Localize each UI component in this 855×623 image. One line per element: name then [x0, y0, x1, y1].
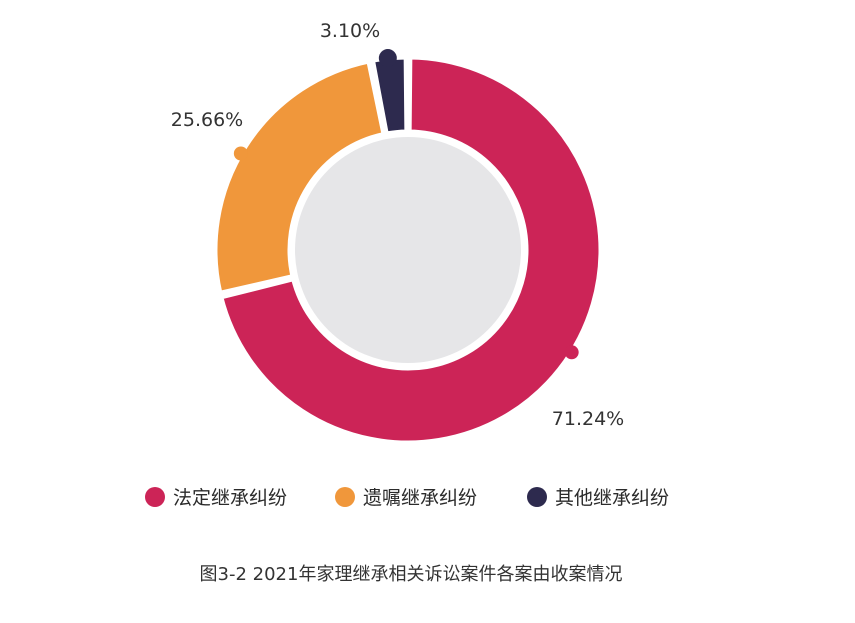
slice-marker-3 [378, 49, 397, 68]
legend: 法定继承纠纷 遗嘱继承纠纷 其他继承纠纷 [145, 487, 669, 509]
legend-swatch [527, 487, 547, 507]
donut-center [295, 137, 521, 363]
data-labels: 71.24% 25.66% 3.10% [171, 20, 624, 430]
legend-swatch [145, 487, 165, 507]
slice-2 [212, 58, 388, 297]
slice-marker-1 [564, 345, 579, 360]
data-label-2: 25.66% [171, 109, 243, 131]
chart-caption: 图3-2 2021年家理继承相关诉讼案件各案由收案情况 [200, 564, 623, 585]
legend-label: 遗嘱继承纠纷 [363, 487, 477, 509]
slice-marker-2 [233, 146, 248, 161]
legend-item-2: 遗嘱继承纠纷 [335, 487, 477, 509]
data-label-3: 3.10% [320, 20, 380, 42]
legend-label: 法定继承纠纷 [173, 487, 287, 509]
legend-swatch [335, 487, 355, 507]
donut-slices [212, 54, 604, 446]
legend-item-3: 其他继承纠纷 [527, 487, 669, 509]
legend-item-1: 法定继承纠纷 [145, 487, 287, 509]
legend-label: 其他继承纠纷 [555, 487, 669, 509]
slice-1 [217, 54, 604, 446]
data-label-1: 71.24% [552, 408, 624, 430]
